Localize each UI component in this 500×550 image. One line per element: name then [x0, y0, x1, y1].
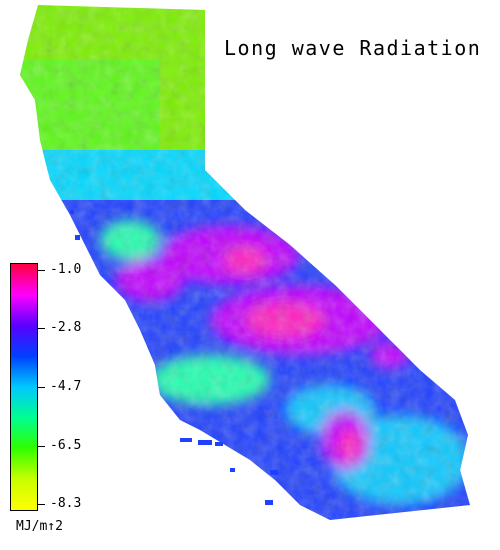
legend-tick-label: -2.8 — [50, 320, 82, 335]
legend-tick-mark — [38, 270, 45, 271]
legend-tick-mark — [38, 328, 45, 329]
channel-islands — [70, 210, 278, 505]
legend-tick-mark — [38, 387, 45, 388]
legend-tick-mark — [38, 504, 45, 505]
legend-tick-label: -4.7 — [50, 379, 82, 394]
legend-unit-label: MJ/m↑2 — [16, 519, 63, 534]
color-scale-bar — [10, 263, 38, 511]
legend-tick-label: -8.3 — [50, 496, 82, 511]
legend-tick-label: -1.0 — [50, 262, 82, 277]
legend-tick-label: -6.5 — [50, 438, 82, 453]
legend-tick-mark — [38, 446, 45, 447]
map-title: Long wave Radiation — [224, 36, 482, 60]
